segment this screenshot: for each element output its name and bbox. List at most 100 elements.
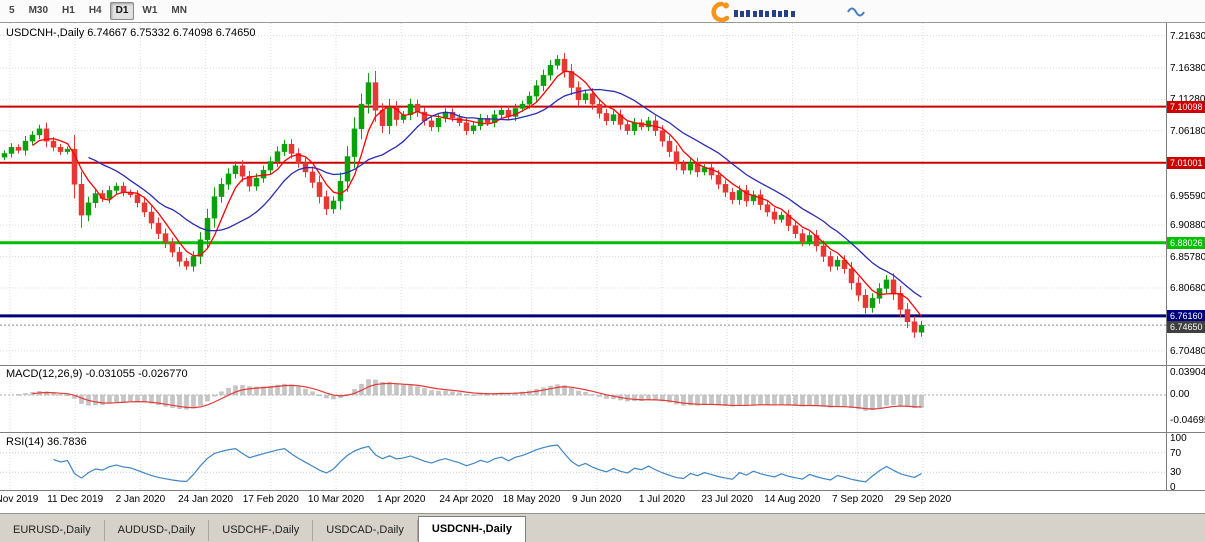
macd-signal-line <box>32 382 922 410</box>
candle <box>575 81 582 106</box>
candle <box>295 148 302 168</box>
candle <box>673 145 680 171</box>
timeframe-button-h1[interactable]: H1 <box>62 5 75 16</box>
candle <box>400 111 407 124</box>
candle <box>92 188 99 208</box>
candle <box>855 276 862 302</box>
candle <box>169 237 176 258</box>
candle <box>785 209 792 232</box>
candle <box>540 69 547 92</box>
candle <box>617 109 624 130</box>
candle <box>680 159 687 175</box>
candle <box>715 169 722 190</box>
candle <box>911 316 918 338</box>
candle <box>71 135 78 199</box>
candle <box>386 98 393 135</box>
candle <box>337 172 344 210</box>
timeframe-button-h4[interactable]: H4 <box>88 5 102 16</box>
timeframe-button-group: 5 M30 H1 H4 D1 W1 MN <box>0 2 194 20</box>
timeframe-button-mn[interactable]: MN <box>171 5 187 16</box>
candle <box>148 206 155 229</box>
candle <box>43 122 50 148</box>
candle <box>750 190 757 205</box>
candle <box>554 55 561 70</box>
candle <box>631 117 638 136</box>
candle <box>50 137 57 152</box>
horizontal-level-lines <box>0 105 1166 326</box>
candle <box>155 217 162 240</box>
candle <box>624 120 631 135</box>
candle <box>806 231 813 246</box>
ma-fast-line <box>32 70 923 317</box>
candle <box>267 156 274 175</box>
candle <box>897 285 904 317</box>
candle <box>78 171 85 228</box>
candle <box>8 143 15 158</box>
candle <box>519 100 526 112</box>
chart-tab-usdchf[interactable]: USDCHF-,Daily <box>209 520 314 541</box>
candle <box>771 207 778 224</box>
candle <box>309 166 316 188</box>
candle <box>85 196 92 222</box>
candle <box>834 256 841 271</box>
candle <box>645 116 652 131</box>
ma-slow-line <box>88 88 922 298</box>
candle <box>211 187 218 228</box>
candle <box>827 251 834 272</box>
candle <box>505 106 512 121</box>
candle <box>274 146 281 167</box>
candle <box>323 190 330 216</box>
candle <box>596 99 603 119</box>
timeframe-button-m30[interactable]: M30 <box>28 5 49 16</box>
timeframe-button-5[interactable]: 5 <box>9 5 15 16</box>
candle <box>708 163 715 180</box>
candle <box>372 71 379 122</box>
logo-wordmark <box>734 10 795 17</box>
candle <box>15 144 22 154</box>
candle <box>218 178 225 203</box>
candle <box>428 116 435 131</box>
candle <box>197 232 204 265</box>
timeframe-button-w1[interactable]: W1 <box>142 5 158 16</box>
candle <box>183 257 190 270</box>
broker-logo <box>711 1 865 22</box>
chart-tab-usdcad[interactable]: USDCAD-,Daily <box>313 520 418 541</box>
candle <box>603 108 610 126</box>
candle <box>757 189 764 210</box>
candle <box>57 143 64 155</box>
candle <box>407 98 414 121</box>
candle <box>568 64 575 95</box>
candles <box>1 52 925 338</box>
chart-tab-audusd[interactable]: AUDUSD-,Daily <box>105 520 210 541</box>
logo-swoosh <box>711 1 730 22</box>
candle <box>869 293 876 313</box>
grid-lines <box>0 23 1166 489</box>
rsi-line <box>53 444 922 483</box>
candle <box>904 303 911 328</box>
candle <box>743 184 750 207</box>
candle <box>365 73 372 114</box>
candle <box>442 108 449 123</box>
chart-tab-eurusd[interactable]: EURUSD-,Daily <box>0 520 105 541</box>
candle <box>281 139 288 157</box>
timeframe-button-d1[interactable]: D1 <box>109 2 135 20</box>
candle <box>813 229 820 252</box>
candle <box>330 196 337 214</box>
candle <box>610 110 617 125</box>
chart-tab-usdcnh[interactable]: USDCNH-,Daily <box>417 516 526 542</box>
candle <box>729 187 736 205</box>
candle <box>764 200 771 217</box>
candle <box>141 197 148 218</box>
logo-dot <box>723 2 729 9</box>
candle <box>120 182 127 197</box>
top-toolbar: 5 M30 H1 H4 D1 W1 MN <box>0 0 1205 23</box>
candle <box>351 117 358 169</box>
candle <box>561 52 568 78</box>
candle <box>918 320 925 337</box>
candle <box>792 220 799 239</box>
candle <box>582 89 589 104</box>
candle <box>36 124 43 139</box>
candle <box>477 113 484 131</box>
candle <box>162 228 169 248</box>
